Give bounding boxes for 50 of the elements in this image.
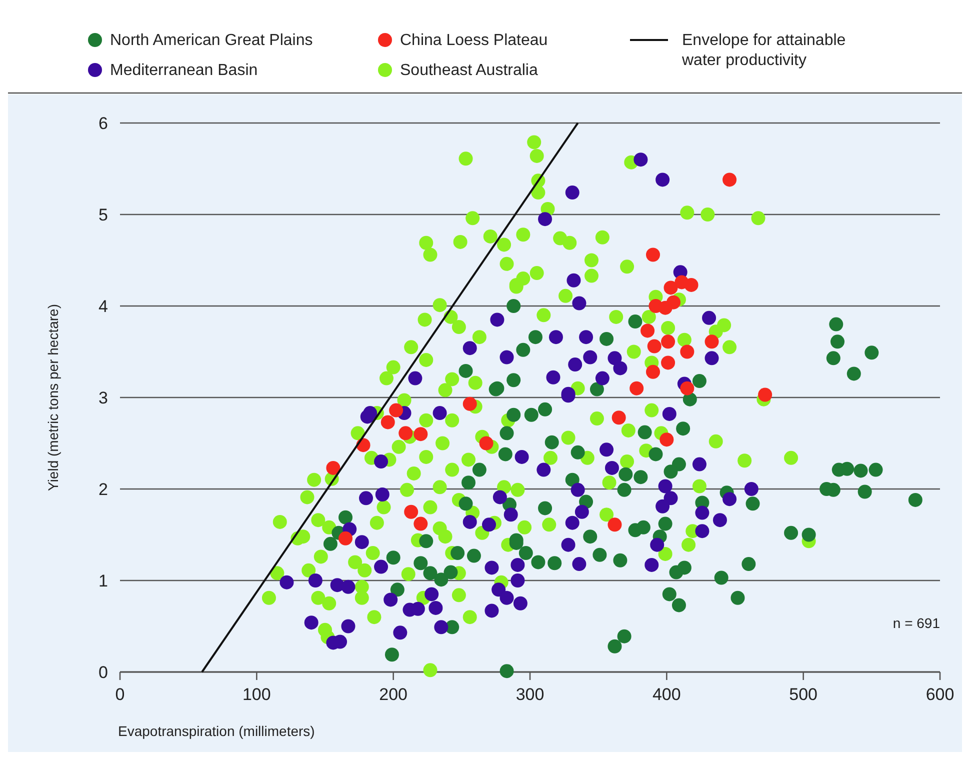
x-tick-label: 100 [242, 685, 271, 704]
point [462, 396, 477, 411]
point [646, 364, 660, 379]
y-tick-label: 5 [98, 206, 108, 224]
point [338, 531, 352, 546]
point [404, 504, 418, 519]
y-tick-label: 2 [98, 480, 108, 499]
point [479, 436, 494, 450]
point [608, 518, 622, 532]
point [647, 339, 662, 354]
point [684, 278, 698, 292]
point [704, 334, 719, 349]
point [661, 356, 676, 370]
y-tick-label: 6 [98, 114, 108, 133]
x-tick-label: 500 [789, 685, 818, 704]
x-tick-label: 200 [379, 685, 408, 704]
point [646, 248, 660, 262]
x-tick-label: 600 [926, 685, 954, 704]
point [389, 403, 404, 418]
point [660, 432, 674, 447]
legend-label: Southeast Australia [400, 62, 538, 79]
point [640, 324, 655, 338]
point [380, 415, 395, 430]
x-tick-label: 0 [115, 685, 125, 704]
point [664, 280, 678, 295]
point [630, 381, 644, 396]
legend-label: Envelope for attainable water productivity [681, 32, 846, 69]
x-axis-title: Evapotranspiration (millimeters) [118, 723, 315, 739]
point [661, 334, 676, 349]
point [398, 426, 413, 440]
x-tick-label: 400 [652, 685, 681, 704]
point [658, 300, 672, 315]
legend-label: Mediterranean Basin [110, 62, 258, 79]
point [326, 460, 340, 475]
point [612, 410, 626, 425]
point [414, 427, 428, 442]
y-tick-label: 4 [98, 297, 108, 316]
y-tick-label: 0 [98, 663, 108, 682]
point [414, 516, 428, 531]
y-tick-label: 3 [98, 388, 108, 408]
y-axis-title: Yield (metric tons per hectare) [45, 304, 61, 491]
point [680, 381, 694, 396]
point [722, 172, 737, 187]
legend-label: China Loess Plateau [400, 32, 548, 49]
x-tick-label: 300 [516, 685, 544, 704]
legend-label: North American Great Plains [110, 32, 313, 49]
point [758, 388, 772, 402]
annotation: n = 691 [892, 615, 940, 631]
point [680, 344, 694, 359]
y-tick-label: 1 [98, 572, 108, 590]
